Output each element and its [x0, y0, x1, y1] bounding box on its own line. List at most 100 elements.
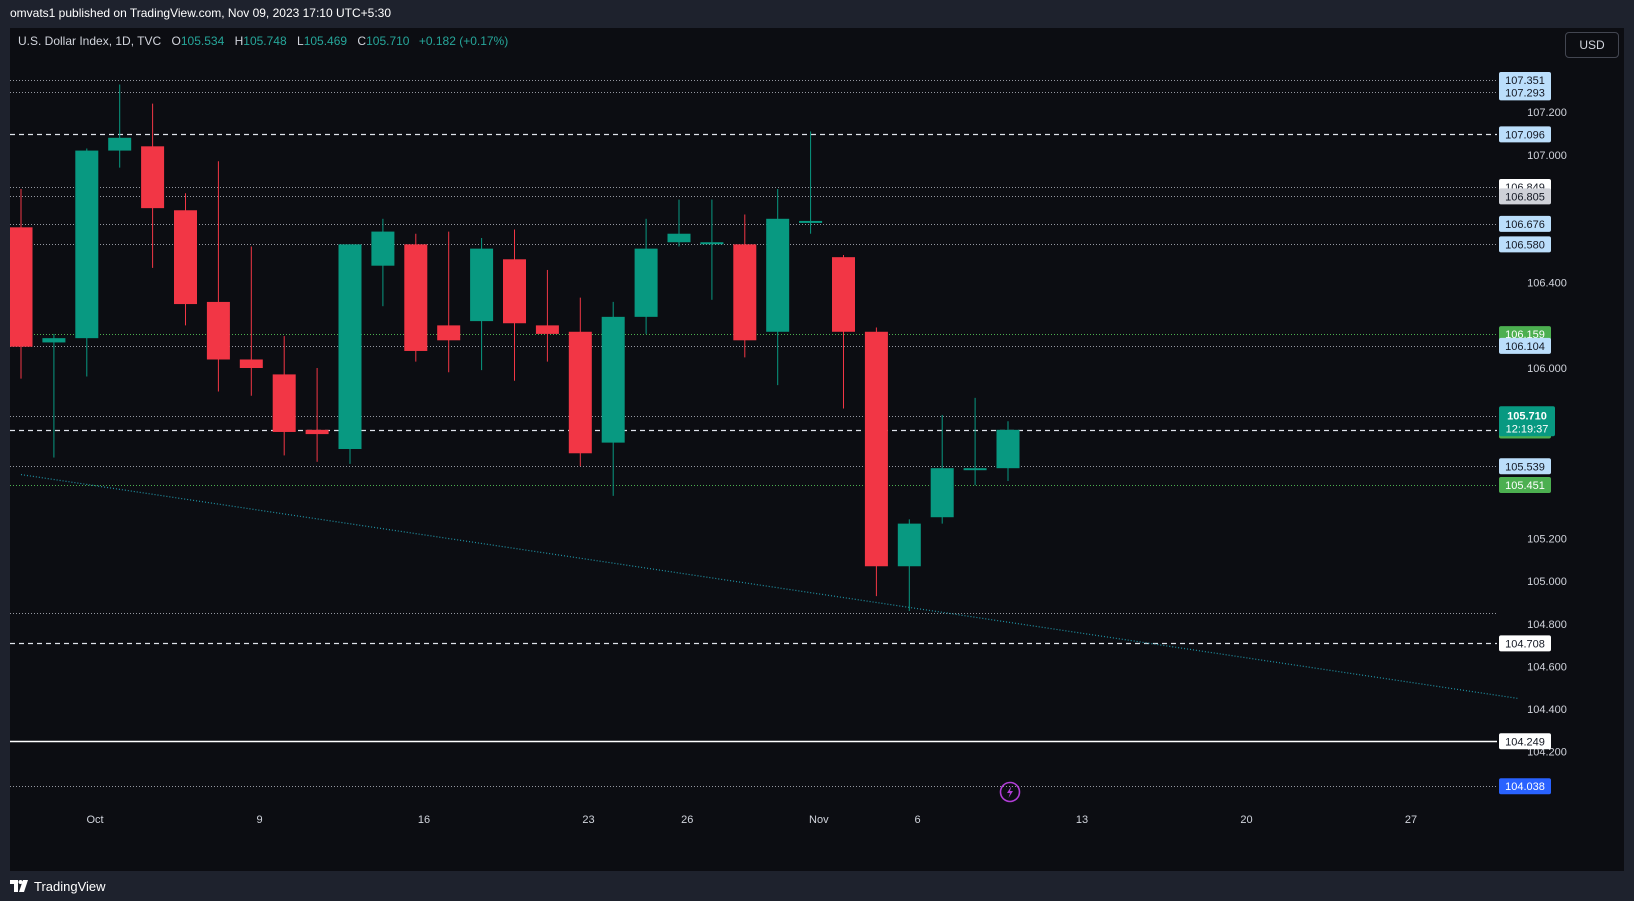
- candle-18: [601, 301, 625, 496]
- candle-body: [568, 331, 592, 454]
- y-tick-label: 104.400: [1527, 704, 1567, 716]
- symbol-title: U.S. Dollar Index, 1D, TVC: [18, 34, 162, 48]
- currency-button[interactable]: USD: [1565, 32, 1619, 58]
- candle-body: [700, 242, 724, 245]
- level-price-text: 106.580: [1505, 239, 1545, 251]
- level-price-bg: [1499, 84, 1551, 101]
- candle-2: [75, 148, 99, 377]
- level-price-label-0: 107.351: [1499, 72, 1551, 89]
- high-label: H: [234, 34, 244, 48]
- candle-body: [338, 244, 362, 450]
- candle-30: [996, 421, 1020, 481]
- candle-23: [766, 188, 790, 386]
- level-price-text: 104.038: [1505, 781, 1545, 793]
- candle-body: [634, 248, 658, 317]
- close-label: C: [357, 34, 367, 48]
- candle-21: [700, 199, 724, 300]
- candle-body: [206, 301, 230, 360]
- level-price-text: 104.249: [1505, 736, 1545, 748]
- candle-body: [832, 257, 855, 332]
- level-price-bg: [1499, 635, 1551, 652]
- low-value: 105.469: [303, 34, 348, 48]
- x-tick-label: 16: [418, 814, 430, 826]
- level-price-bg: [1499, 72, 1551, 89]
- candle-12: [404, 233, 428, 362]
- candle-29: [963, 397, 987, 486]
- candle-body: [10, 227, 33, 347]
- x-tick-label: 23: [582, 814, 594, 826]
- open-label: O: [171, 34, 181, 48]
- level-price-bg: [1499, 458, 1551, 475]
- candle-body: [535, 325, 559, 334]
- candle-body: [141, 146, 165, 209]
- candle-body: [108, 137, 132, 151]
- chart-panel[interactable]: 104.200 104.400 104.600 104.800 105.000 105.2…: [10, 28, 1624, 871]
- level-price-bg: [1499, 477, 1551, 494]
- candle-22: [733, 214, 757, 358]
- x-tick-label: 20: [1240, 814, 1252, 826]
- y-tick-label: 106.000: [1527, 363, 1567, 375]
- candle-10: [338, 244, 362, 464]
- candle-body: [239, 359, 263, 369]
- candle-11: [371, 218, 395, 307]
- level-price-bg: [1499, 337, 1551, 354]
- candle-26: [864, 327, 888, 597]
- candle-body: [799, 220, 823, 223]
- level-price-label-15: 104.249: [1499, 733, 1551, 750]
- footer-brand: TradingView: [34, 878, 106, 894]
- trendline: [20, 474, 1519, 700]
- candle-16: [535, 269, 559, 362]
- candle-body: [667, 233, 691, 243]
- candle-5: [174, 193, 197, 326]
- level-price-label-12: 105.451: [1499, 477, 1551, 494]
- trendline-group: [20, 474, 1519, 700]
- candle-6: [206, 161, 230, 392]
- level-price-bg: [1499, 778, 1551, 795]
- candle-4: [141, 103, 165, 268]
- candle-body: [75, 150, 99, 339]
- level-price-bg: [1499, 215, 1551, 232]
- y-tick-label: 105.000: [1527, 576, 1567, 588]
- level-price-label-2: 107.096: [1499, 126, 1551, 143]
- candle-14: [470, 237, 494, 371]
- level-price-label-11: 105.539: [1499, 458, 1551, 475]
- footer: TradingView: [10, 876, 106, 896]
- last-price-bg: [1499, 406, 1555, 437]
- y-tick-label: 104.800: [1527, 619, 1567, 631]
- x-axis-ticks: Oct 9 16 23 26 Nov 6 13 20 27: [86, 814, 1417, 826]
- candle-8: [272, 336, 296, 456]
- level-price-text: 106.676: [1505, 219, 1545, 231]
- level-price-text: 106.104: [1505, 341, 1545, 353]
- candle-body: [864, 331, 888, 567]
- candle-7: [239, 246, 263, 396]
- level-price-text: 105.451: [1505, 480, 1545, 492]
- level-price-text: 104.708: [1505, 638, 1545, 650]
- level-price-text: 107.351: [1505, 75, 1545, 87]
- low-label: L: [297, 34, 304, 48]
- candle-0: [10, 188, 33, 379]
- price-chart[interactable]: 104.200 104.400 104.600 104.800 105.000 105.2…: [10, 28, 1624, 871]
- last-price-value: 105.710: [1507, 410, 1547, 422]
- candle-24: [799, 131, 823, 234]
- candle-1: [42, 333, 66, 458]
- x-tick-label: 6: [914, 814, 920, 826]
- candle-body: [272, 374, 296, 432]
- publisher-caption: omvats1 published on TradingView.com, No…: [10, 6, 392, 20]
- level-price-label-1: 107.293: [1499, 84, 1551, 101]
- candle-body: [897, 523, 921, 567]
- level-price-label-8: 106.104: [1499, 337, 1551, 354]
- candle-body: [766, 218, 790, 332]
- candle-27: [897, 519, 921, 612]
- y-tick-label: 106.400: [1527, 278, 1567, 290]
- price-labels: 107.351107.293107.096106.849106.805106.6…: [1499, 72, 1555, 795]
- close-value: 105.710: [366, 34, 410, 48]
- candle-body: [305, 429, 329, 435]
- level-price-label-6: 106.580: [1499, 236, 1551, 253]
- x-tick-label: 9: [256, 814, 262, 826]
- level-price-text: 107.293: [1505, 87, 1545, 99]
- candle-17: [568, 297, 592, 467]
- x-tick-label: 27: [1405, 814, 1417, 826]
- flash-icon[interactable]: [999, 781, 1021, 803]
- candle-28: [930, 414, 954, 524]
